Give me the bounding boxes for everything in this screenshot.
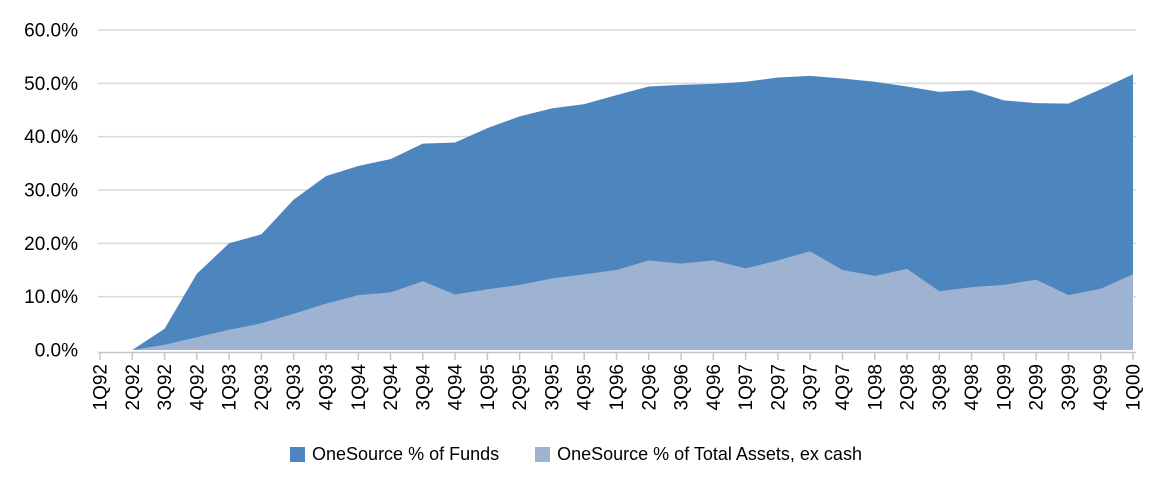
x-axis-label: 3Q92 (155, 364, 176, 410)
y-axis-label: 60.0% (24, 21, 78, 42)
x-axis-label: 3Q98 (930, 364, 951, 410)
legend-label-funds: OneSource % of Funds (312, 444, 500, 464)
x-axis-label: 1Q98 (865, 364, 886, 410)
legend: OneSource % of Funds OneSource % of Tota… (0, 440, 1152, 468)
x-axis-label: 1Q96 (607, 364, 628, 410)
x-axis-label: 1Q92 (91, 364, 112, 410)
y-axis-label: 50.0% (24, 74, 78, 95)
x-axis-label: 3Q99 (1059, 364, 1080, 410)
y-axis-label: 40.0% (24, 127, 78, 148)
x-axis-label: 4Q95 (575, 364, 596, 410)
legend-swatch-funds-icon (290, 446, 306, 462)
x-axis-label: 2Q99 (1027, 364, 1048, 410)
x-axis-label: 1Q93 (220, 364, 241, 410)
x-axis-label: 2Q94 (381, 364, 402, 411)
legend-swatch-assets-icon (535, 446, 551, 462)
x-axis-label: 1Q99 (994, 364, 1015, 410)
x-axis-label: 4Q92 (187, 364, 208, 410)
x-axis-label: 2Q92 (123, 364, 144, 410)
legend-item-funds: OneSource % of Funds (290, 445, 499, 463)
x-axis-label: 2Q93 (252, 364, 273, 410)
y-axis-label: 30.0% (24, 181, 78, 202)
x-axis-label: 3Q97 (801, 364, 822, 410)
legend-item-assets: OneSource % of Total Assets, ex cash (535, 445, 862, 463)
x-axis-label: 4Q99 (1091, 364, 1112, 410)
x-axis-label: 3Q93 (284, 364, 305, 410)
x-axis-label: 1Q00 (1124, 364, 1145, 410)
x-axis-label: 2Q97 (768, 364, 789, 410)
x-axis-label: 1Q94 (349, 364, 370, 411)
x-axis-label: 3Q94 (413, 364, 434, 411)
legend-label-assets: OneSource % of Total Assets, ex cash (557, 444, 862, 464)
x-axis-label: 1Q95 (478, 364, 499, 410)
y-axis-label: 20.0% (24, 234, 78, 255)
x-axis-label: 2Q96 (639, 364, 660, 410)
x-axis-label: 4Q93 (316, 364, 337, 410)
x-axis-label: 2Q98 (898, 364, 919, 410)
x-axis-label: 3Q96 (672, 364, 693, 410)
y-axis-label: 10.0% (24, 287, 78, 308)
x-axis-label: 2Q95 (510, 364, 531, 410)
x-axis-label: 4Q94 (446, 364, 467, 411)
area-assets (100, 251, 1133, 350)
x-axis-label: 4Q97 (833, 364, 854, 410)
plot-area: 0.0% 10.0% 20.0% 30.0% 40.0% 50.0% 60.0% 1Q92 2Q… (24, 21, 1145, 411)
x-axis-label: 4Q96 (704, 364, 725, 410)
x-axis-label: 1Q97 (736, 364, 757, 410)
y-axis-label: 0.0% (35, 341, 78, 362)
x-axis-label: 4Q98 (962, 364, 983, 410)
x-axis-label: 3Q95 (542, 364, 563, 410)
